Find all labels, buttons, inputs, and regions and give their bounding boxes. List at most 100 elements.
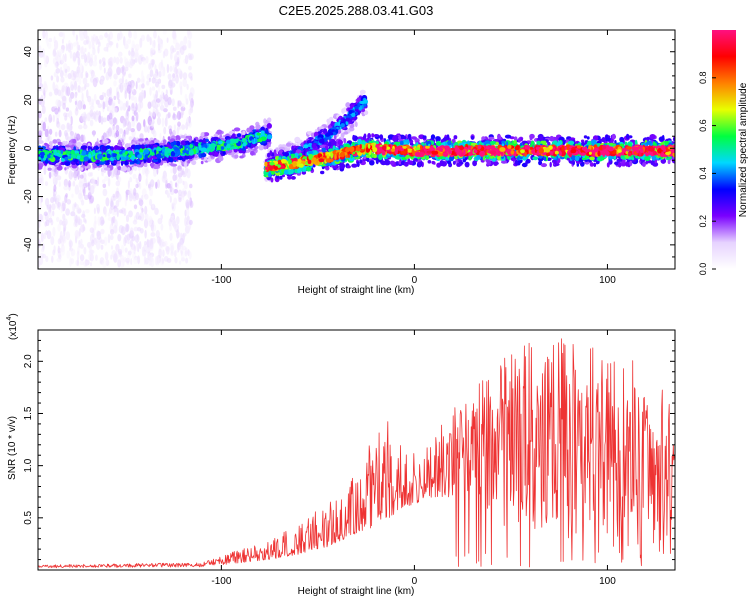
spectrogram-trace-cell (65, 140, 68, 146)
spectrogram-noise-cell (58, 181, 61, 188)
spectrogram-noise-cell (93, 111, 97, 120)
spectrogram-trace-cell (48, 141, 53, 146)
spectrogram-noise-cell (83, 260, 88, 267)
spectrogram-noise-cell (174, 61, 180, 67)
spectrogram-noise-cell (90, 172, 93, 177)
spectrogram-trace-cell (198, 139, 204, 143)
spectrogram-noise-cell (91, 43, 95, 50)
spectrogram-trace-cell (464, 161, 470, 168)
spectrogram-noise-cell (70, 250, 74, 257)
spectrogram-noise-cell (46, 230, 52, 240)
spectrogram-noise-cell (55, 99, 60, 106)
spectrogram-noise-cell (95, 99, 100, 105)
spectrogram-noise-cell (59, 230, 63, 240)
spectrogram-noise-cell (77, 70, 82, 79)
spectrogram-noise-cell (174, 256, 178, 264)
spectrogram-trace-cell (422, 135, 427, 139)
spectrogram-trace-cell (658, 136, 665, 141)
spectrogram-noise-cell (161, 258, 164, 264)
spectrogram-noise-cell (100, 244, 104, 250)
spectrogram-noise-cell (103, 67, 106, 74)
spectrogram-noise-cell (72, 52, 77, 62)
spectrogram-noise-cell (120, 106, 123, 111)
spectrogram-noise-cell (92, 47, 96, 56)
spectrogram-noise-cell (49, 203, 52, 213)
spectrogram-noise-cell (66, 86, 71, 97)
spectrogram-noise-cell (94, 220, 97, 225)
spectrogram-trace-cell (106, 153, 111, 159)
spectrogram-noise-cell (58, 254, 62, 260)
spectrogram-noise-cell (53, 48, 56, 57)
spectrogram-noise-cell (72, 180, 76, 187)
spectrogram-noise-cell (63, 227, 66, 236)
spectrogram-trace-cell (68, 142, 72, 146)
spectrogram-noise-cell (48, 37, 53, 43)
spectrogram-noise-cell (145, 213, 149, 221)
spectrogram-noise-cell (133, 257, 138, 265)
spectrogram-trace-cell (179, 135, 187, 139)
spectrogram-trace-cell (230, 146, 235, 150)
spectrogram-trace-cell (213, 152, 219, 157)
spectrogram-noise-cell (83, 30, 88, 40)
spectrogram-noise-cell (43, 54, 49, 64)
spectrogram-trace-cell (345, 117, 350, 122)
spectrogram-noise-cell (145, 170, 149, 179)
spectrogram-noise-cell (43, 232, 46, 240)
spectrogram-noise-cell (38, 110, 42, 119)
spectrogram-trace-cell (611, 133, 616, 140)
spectrogram-trace-cell (138, 138, 144, 142)
spectrogram-noise-cell (105, 197, 110, 207)
spectrogram-noise-cell (177, 177, 183, 184)
spectrogram-trace-cell (129, 151, 134, 156)
spectrogram-noise-cell (62, 102, 66, 110)
spectrogram-noise-cell (188, 108, 192, 116)
spectrogram-noise-cell (117, 234, 122, 242)
spectrogram-noise-cell (82, 224, 85, 232)
spectrogram-trace-cell (498, 135, 502, 140)
spectrogram-noise-cell (67, 73, 72, 80)
spectrogram-noise-cell (154, 78, 159, 84)
spectrogram-noise-cell (172, 165, 177, 175)
spectrogram-noise-cell (71, 193, 74, 198)
spectrogram-trace-cell (232, 138, 239, 144)
spectrogram-noise-cell (89, 253, 94, 262)
spectrogram-noise-cell (65, 231, 71, 241)
spectrogram-noise-cell (151, 203, 155, 208)
spectrogram-trace-cell (222, 150, 226, 155)
spectrogram-noise-cell (136, 122, 142, 132)
spectrogram-noise-cell (141, 70, 144, 79)
spectrogram-noise-cell (138, 215, 142, 221)
spectrogram-trace-cell (258, 144, 265, 151)
spectrogram-noise-cell (185, 207, 190, 218)
spectrogram-noise-cell (128, 50, 131, 56)
spectrogram-noise-cell (68, 96, 72, 103)
spectrogram-noise-cell (76, 41, 80, 50)
spectrogram-trace-cell (625, 133, 630, 140)
spectrogram-noise-cell (140, 78, 145, 83)
spectrogram-noise-cell (53, 170, 58, 177)
spectrogram-trace-cell (84, 160, 88, 167)
spectrogram-noise-cell (176, 68, 179, 78)
spectrogram-noise-cell (176, 127, 179, 137)
spectrogram-trace-cell (435, 136, 441, 141)
spectrogram-noise-cell (125, 223, 129, 233)
spectrogram-trace-cell (293, 148, 296, 154)
spectrogram-trace-cell (614, 140, 617, 144)
spectrogram-noise-cell (38, 257, 41, 267)
spectrogram-noise-cell (185, 56, 188, 63)
spectrogram-noise-cell (62, 213, 66, 221)
spectrogram-trace-cell (113, 160, 117, 165)
spectrogram-noise-cell (125, 40, 129, 49)
spectrogram-trace-cell (471, 135, 474, 140)
spectrogram-trace-cell (514, 159, 519, 166)
spectrogram-trace-cell (187, 159, 191, 164)
spectrogram-trace-cell (196, 149, 199, 153)
spectrogram-noise-cell (115, 130, 120, 138)
spectrogram-trace-cell (83, 156, 89, 162)
spectrogram-trace-cell (126, 167, 131, 172)
spectrogram-trace-cell (369, 160, 375, 166)
spectrogram-trace-cell (343, 138, 347, 144)
spectrogram-trace-cell (38, 140, 44, 144)
spectrogram-noise-cell (189, 53, 194, 60)
spectrogram-trace-cell (318, 138, 325, 144)
